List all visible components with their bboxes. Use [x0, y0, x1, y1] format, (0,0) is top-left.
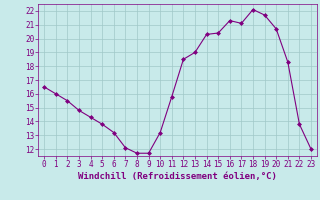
X-axis label: Windchill (Refroidissement éolien,°C): Windchill (Refroidissement éolien,°C) — [78, 172, 277, 181]
